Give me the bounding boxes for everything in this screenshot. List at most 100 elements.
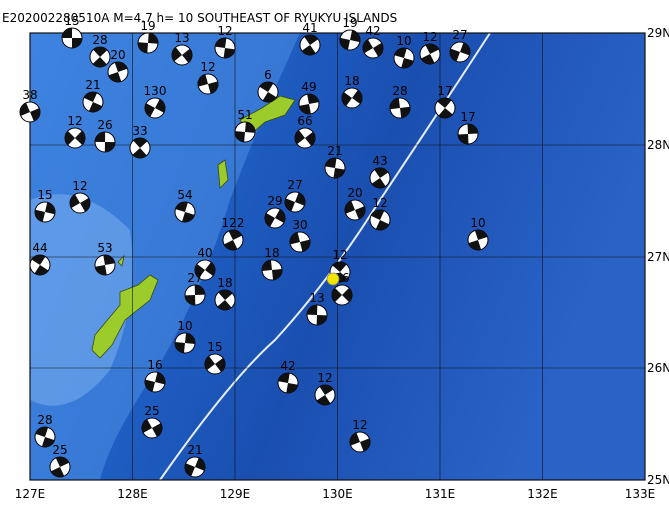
focal-mechanism: 16 xyxy=(144,358,166,393)
depth-label: 27 xyxy=(452,28,467,42)
focal-mechanism: 66 xyxy=(294,114,316,149)
compression xyxy=(204,356,225,372)
depth-label: 10 xyxy=(396,34,411,48)
compression xyxy=(342,89,362,107)
compression xyxy=(172,47,192,63)
depth-label: 15 xyxy=(207,340,222,354)
lon-label: 128E xyxy=(117,487,148,501)
compression xyxy=(325,158,345,178)
compression xyxy=(108,62,128,82)
compression xyxy=(345,200,365,220)
focal-mechanism: 10 xyxy=(467,216,489,251)
focal-mechanism: 27 xyxy=(284,178,306,213)
focal-mechanism: 12 xyxy=(69,179,91,214)
focal-mechanism: 15 xyxy=(61,14,83,49)
focal-mechanism: 21 xyxy=(82,78,104,113)
depth-label: 13 xyxy=(309,291,324,305)
compression xyxy=(370,210,390,230)
depth-label: 12 xyxy=(332,248,347,262)
focal-mechanism: 20 xyxy=(344,186,366,221)
depth-label: 10 xyxy=(470,216,485,230)
focal-mechanism: 17 xyxy=(457,110,479,145)
focal-mechanism: 41 xyxy=(299,21,321,56)
depth-label: 19 xyxy=(140,19,155,33)
compression xyxy=(350,432,370,452)
depth-label: 18 xyxy=(264,246,279,260)
focal-mechanism: 17 xyxy=(434,84,456,119)
focal-mechanism: 16 xyxy=(331,271,353,306)
depth-label: 38 xyxy=(22,88,37,102)
depth-label: 15 xyxy=(64,14,79,28)
depth-label: 12 xyxy=(372,196,387,210)
focal-mechanism: 10 xyxy=(393,34,415,69)
depth-label: 12 xyxy=(72,179,87,193)
depth-label: 42 xyxy=(280,359,295,373)
depth-label: 42 xyxy=(365,24,380,38)
depth-label: 6 xyxy=(264,68,272,82)
depth-label: 12 xyxy=(67,114,82,128)
depth-label: 12 xyxy=(422,30,437,44)
depth-label: 26 xyxy=(97,118,112,132)
compression xyxy=(95,255,115,275)
focal-mechanism: 28 xyxy=(34,413,56,448)
compression xyxy=(331,287,352,303)
compression xyxy=(390,98,411,118)
compression xyxy=(31,255,49,275)
focal-mechanism: 12 xyxy=(369,196,391,231)
focal-mechanism: 12 xyxy=(419,30,441,65)
focal-mechanism: 12 xyxy=(314,371,336,406)
focal-mechanism: 13 xyxy=(171,31,193,66)
lon-label: 129E xyxy=(220,487,251,501)
compression xyxy=(141,419,162,437)
compression xyxy=(92,47,108,67)
focal-mechanism: 40 xyxy=(194,246,216,281)
focal-mechanism: 29 xyxy=(264,194,286,229)
compression xyxy=(295,130,315,146)
focal-mechanism: 51 xyxy=(234,108,256,143)
depth-label: 20 xyxy=(347,186,362,200)
focal-mechanism: 122 xyxy=(222,216,244,251)
focal-mechanism: 130 xyxy=(144,84,167,119)
depth-label: 12 xyxy=(200,60,215,74)
depth-label: 21 xyxy=(85,78,100,92)
shallow xyxy=(30,194,133,406)
depth-label: 66 xyxy=(297,114,312,128)
lat-label: 27N xyxy=(647,250,669,264)
focal-mechanism: 30 xyxy=(289,218,311,253)
compression xyxy=(458,124,478,144)
compression xyxy=(185,285,205,305)
depth-label: 41 xyxy=(302,21,317,35)
depth-label: 12 xyxy=(217,24,232,38)
compression xyxy=(289,232,310,252)
compression xyxy=(35,427,55,447)
compression xyxy=(198,74,218,94)
compression xyxy=(362,39,383,57)
compression xyxy=(265,209,286,227)
focal-mechanism: 25 xyxy=(49,443,71,478)
compression xyxy=(175,202,195,222)
focal-mechanism: 12 xyxy=(64,114,86,149)
depth-label: 28 xyxy=(92,33,107,47)
focal-mechanism: 43 xyxy=(369,154,391,189)
compression xyxy=(301,34,319,56)
depth-label: 18 xyxy=(344,74,359,88)
depth-label: 21 xyxy=(327,144,342,158)
compression xyxy=(371,168,389,189)
compression xyxy=(137,33,159,53)
focal-mechanism: 26 xyxy=(94,118,116,153)
focal-mechanism: 15 xyxy=(204,340,226,375)
focal-mechanism: 18 xyxy=(341,74,363,109)
compression xyxy=(316,384,334,406)
compression xyxy=(83,92,103,113)
compression xyxy=(34,202,55,222)
depth-label: 27 xyxy=(187,271,202,285)
compression xyxy=(450,42,470,62)
focal-mechanism: 49 xyxy=(298,80,320,115)
compression xyxy=(217,290,233,310)
lon-label: 127E xyxy=(15,487,46,501)
focal-mechanism: 28 xyxy=(89,33,111,68)
focal-mechanism: 12 xyxy=(197,60,219,95)
depth-label: 43 xyxy=(372,154,387,168)
depth-label: 130 xyxy=(144,84,167,98)
